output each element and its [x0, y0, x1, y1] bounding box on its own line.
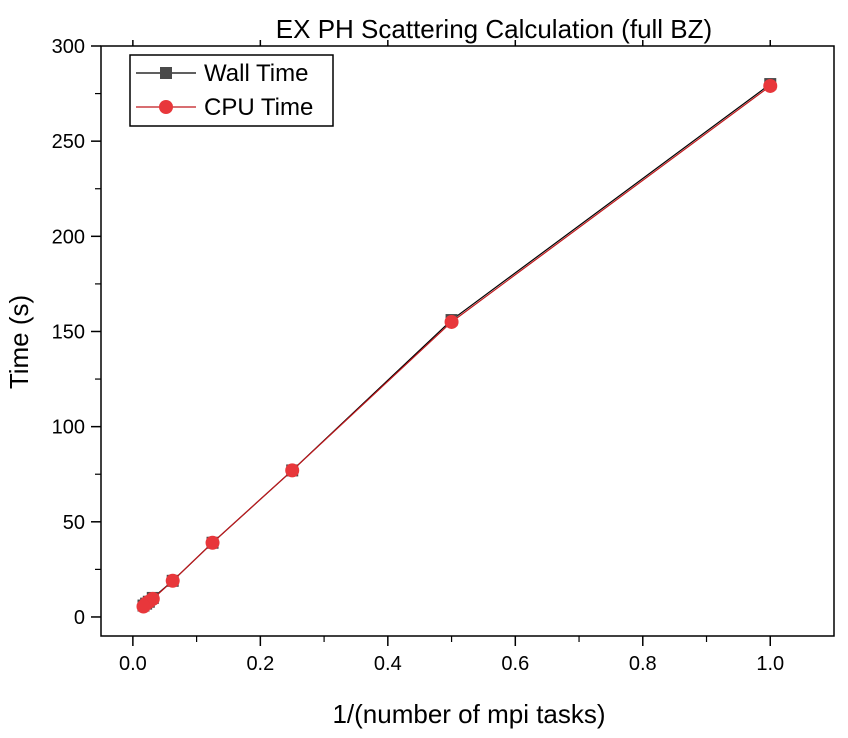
y-axis-title: Time (s) [4, 295, 34, 389]
legend-square-marker [160, 67, 172, 79]
x-axis-title: 1/(number of mpi tasks) [332, 699, 605, 729]
legend-circle-marker [159, 100, 173, 114]
y-tick-label: 0 [74, 607, 85, 629]
y-tick-label: 200 [52, 226, 85, 248]
y-tick-label: 100 [52, 417, 85, 439]
y-tick-label: 150 [52, 321, 85, 343]
data-point-cpu-time [205, 535, 220, 550]
data-point-cpu-time [444, 314, 459, 329]
data-point-cpu-time [136, 599, 151, 614]
x-tick-label: 0.4 [374, 653, 402, 675]
y-tick-label: 300 [52, 36, 85, 58]
plot-frame [100, 45, 835, 637]
series-line-1 [143, 85, 771, 607]
legend-label-0: Wall Time [204, 60, 308, 87]
legend-box [129, 54, 334, 127]
x-tick-label: 0.0 [119, 653, 147, 675]
series-layer [136, 78, 778, 614]
x-tick-label: 1.0 [756, 653, 784, 675]
axes: 0.0 0.2 0.4 0.6 0.8 1.0 0 50 100 150 200 250 300 [52, 36, 835, 675]
y-tick-label: 50 [63, 512, 85, 534]
data-point-cpu-time [165, 573, 180, 588]
x-tick-label: 0.2 [246, 653, 274, 675]
x-tick-label: 0.8 [629, 653, 657, 675]
legend: Wall Time CPU Time [129, 54, 334, 127]
legend-label-1: CPU Time [204, 94, 313, 121]
series-line-0 [143, 83, 771, 607]
y-tick-label: 250 [52, 131, 85, 153]
data-point-cpu-time [285, 463, 300, 478]
data-point-cpu-time [763, 78, 778, 93]
chart-title: EX PH Scattering Calculation (full BZ) [276, 14, 712, 44]
x-tick-label: 0.6 [501, 653, 529, 675]
